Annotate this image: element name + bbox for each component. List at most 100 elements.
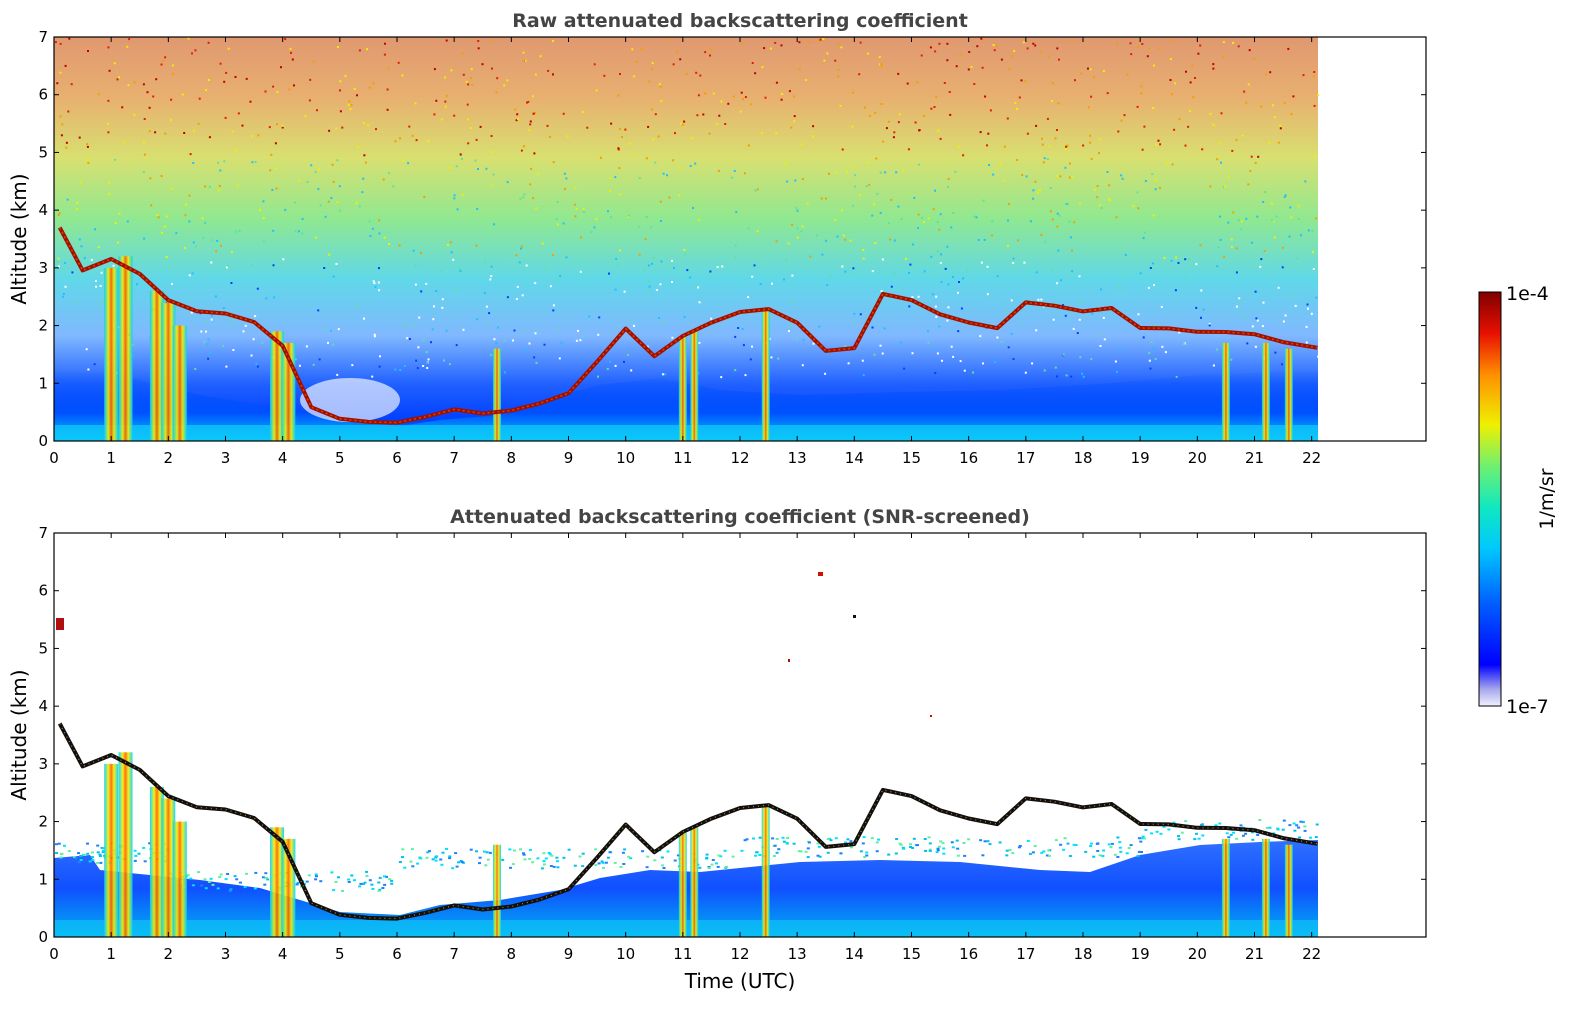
noise-pixel [1073, 221, 1076, 224]
noise-pixel [763, 47, 766, 50]
noise-pixel [1201, 148, 1204, 151]
noise-pixel [1040, 298, 1043, 301]
noise-pixel [983, 840, 987, 843]
noise-pixel [1235, 271, 1238, 274]
noise-pixel [787, 242, 790, 245]
noise-pixel [435, 99, 438, 102]
noise-pixel [163, 225, 166, 228]
noise-pixel [562, 222, 565, 225]
noise-pixel [312, 363, 315, 366]
noise-pixel [1292, 822, 1296, 825]
noise-pixel [1042, 161, 1045, 164]
noise-pixel [984, 95, 987, 98]
noise-pixel [1250, 241, 1253, 244]
noise-pixel [826, 52, 829, 55]
noise-pixel [659, 83, 661, 86]
noise-pixel [653, 859, 657, 862]
noise-pixel [979, 335, 982, 338]
noise-pixel [934, 189, 936, 192]
noise-pixel [791, 274, 794, 277]
noise-pixel [788, 330, 790, 333]
noise-pixel [1161, 345, 1164, 348]
noise-pixel [368, 86, 371, 89]
noise-pixel [374, 285, 377, 288]
noise-pixel [55, 843, 58, 846]
noise-pixel [1139, 840, 1143, 843]
noise-pixel [209, 877, 213, 880]
noise-pixel [874, 242, 877, 244]
noise-pixel [1144, 231, 1146, 234]
noise-pixel [549, 865, 553, 867]
noise-pixel [368, 879, 372, 882]
noise-pixel [465, 80, 468, 83]
noise-pixel [477, 40, 480, 42]
noise-pixel [1199, 44, 1202, 47]
cloud-layer [57, 722, 1318, 921]
noise-pixel [733, 170, 736, 172]
noise-pixel [133, 849, 137, 852]
x-tick-label: 12 [730, 449, 749, 467]
noise-pixel [574, 186, 577, 189]
noise-pixel [1072, 327, 1075, 330]
noise-pixel [556, 223, 559, 226]
noise-pixel [1245, 217, 1248, 220]
noise-pixel [441, 298, 444, 301]
noise-pixel [732, 95, 735, 98]
noise-pixel [1214, 824, 1218, 827]
noise-pixel [433, 305, 435, 308]
noise-pixel [958, 281, 960, 283]
noise-pixel [317, 188, 320, 191]
noise-pixel [1078, 275, 1081, 278]
noise-pixel [282, 258, 285, 261]
noise-pixel [224, 116, 227, 119]
x-tick-label: 21 [1245, 449, 1264, 467]
x-tick-label: 3 [221, 945, 231, 963]
x-tick-label: 6 [392, 945, 402, 963]
clear-region [300, 378, 400, 422]
noise-pixel [128, 38, 131, 41]
noise-pixel [1251, 330, 1254, 333]
noise-pixel [960, 307, 963, 310]
noise-pixel [209, 351, 212, 354]
noise-pixel [476, 208, 479, 210]
noise-pixel [691, 137, 694, 139]
noise-pixel [1250, 831, 1254, 834]
raw-backscatter-panel: Raw attenuated backscattering coefficien… [7, 10, 1427, 467]
noise-pixel [272, 229, 275, 232]
noise-pixel [524, 349, 527, 352]
noise-pixel [995, 45, 998, 48]
noise-pixel [753, 264, 756, 267]
noise-pixel [938, 228, 941, 231]
noise-pixel [1080, 72, 1083, 75]
noise-pixel [651, 62, 654, 65]
noise-pixel [445, 94, 448, 97]
noise-pixel [645, 866, 649, 869]
noise-pixel [143, 153, 146, 156]
noise-pixel [87, 50, 89, 52]
noise-pixel [1194, 77, 1196, 79]
noise-pixel [785, 842, 789, 844]
noise-pixel [459, 269, 462, 272]
noise-pixel [1108, 197, 1111, 200]
noise-pixel [1313, 104, 1316, 107]
noise-pixel [954, 170, 957, 173]
noise-pixel [1056, 129, 1058, 131]
noise-pixel [453, 197, 456, 200]
noise-pixel [955, 839, 959, 842]
noise-pixel [1056, 225, 1059, 228]
noise-pixel [898, 842, 902, 845]
x-axis: 0 1 2 3 4 5 6 7 8 9 10 11 12 13 14 15 16 17 18 19 20 21 22 [49, 533, 1321, 963]
noise-pixel [71, 271, 74, 274]
noise-pixel [1096, 185, 1099, 187]
noise-pixel [609, 360, 612, 363]
noise-pixel [959, 360, 962, 363]
noise-pixel [1162, 825, 1166, 828]
noise-pixel [1315, 296, 1318, 299]
noise-pixel [191, 884, 195, 887]
noise-pixel [777, 848, 781, 851]
noise-pixel [203, 878, 207, 881]
noise-pixel [875, 850, 879, 853]
noise-pixel [1005, 849, 1009, 852]
